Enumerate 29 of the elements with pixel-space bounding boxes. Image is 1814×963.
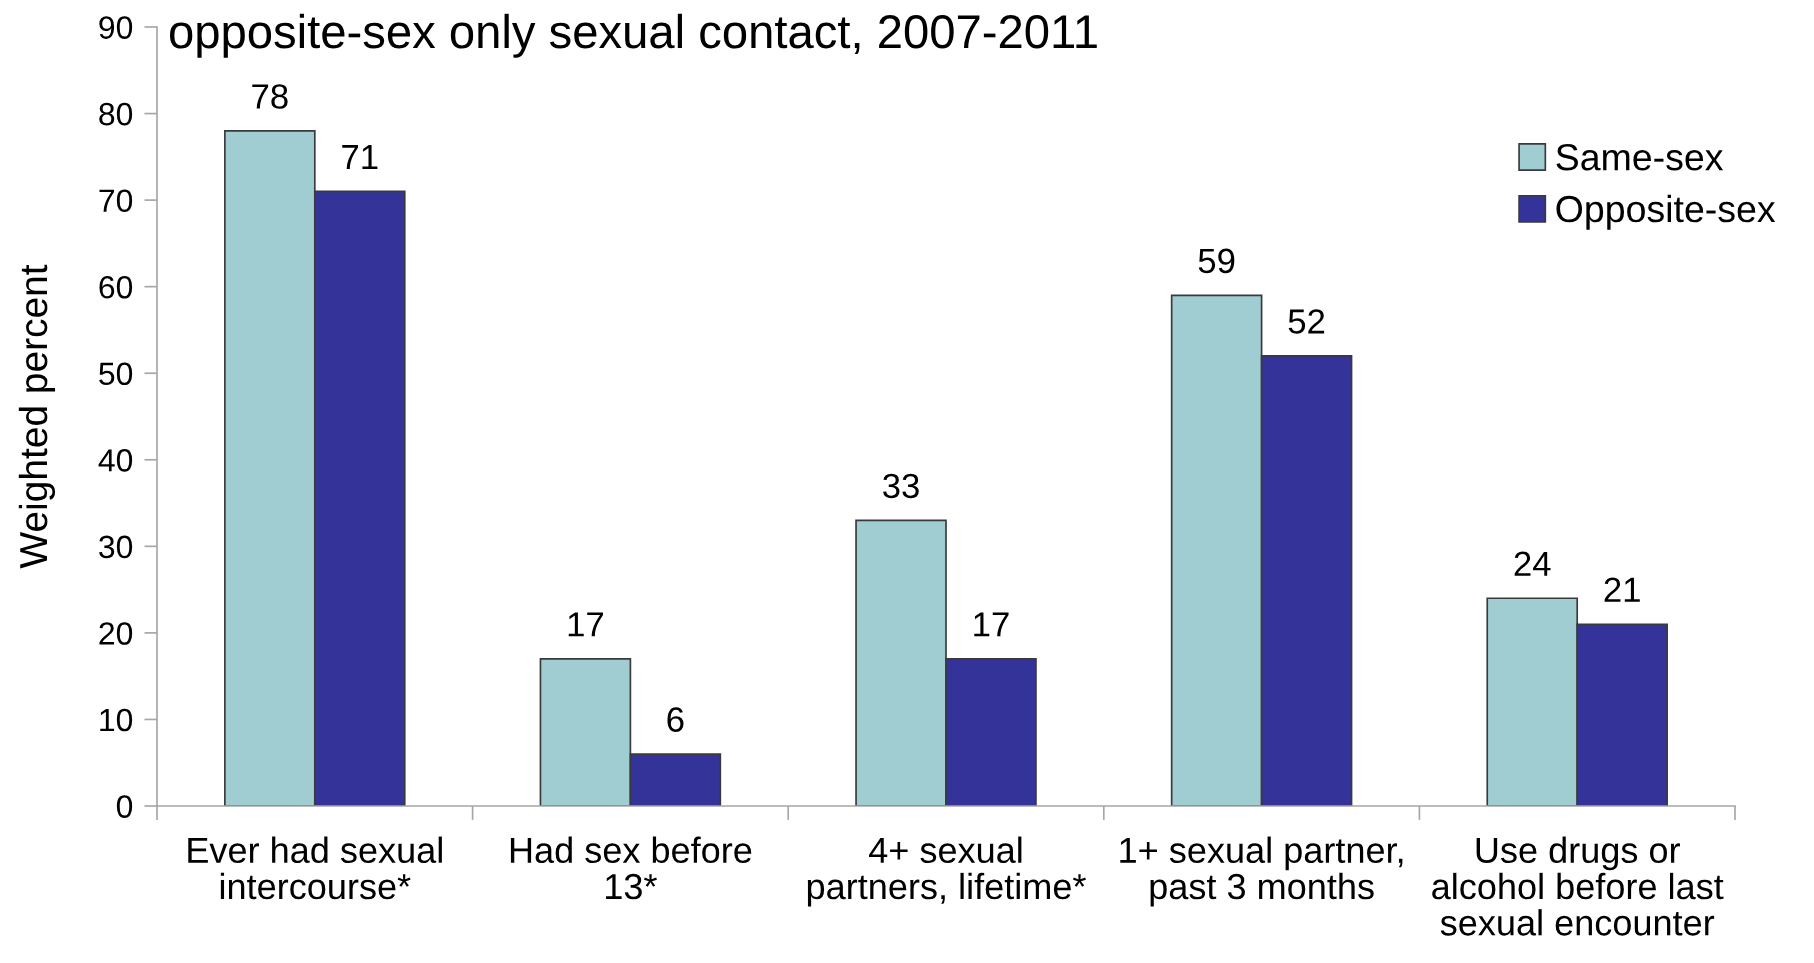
y-tick-label: 70 (99, 189, 133, 212)
y-tick-label: 90 (99, 16, 133, 39)
x-tick-label: 4+ sexual partners, lifetime* (807, 836, 1086, 907)
y-axis-title: Weighted percent (18, 264, 56, 569)
x-tick-label: 1+ sexual partner, past 3 months (1120, 836, 1403, 907)
y-tick-label: 40 (98, 449, 133, 472)
data-label: 24 (1514, 551, 1551, 576)
data-label: 59 (1198, 248, 1235, 274)
y-tick-label: 10 (100, 708, 133, 732)
x-tick-label: Ever had sexual intercourse* (188, 836, 442, 900)
data-label: 6 (667, 707, 684, 732)
data-label: 17 (974, 612, 1009, 637)
y-tick-label: 60 (99, 275, 133, 299)
x-tick-label: Had sex before 13* (510, 836, 752, 900)
data-label: 21 (1604, 577, 1640, 602)
data-label: 17 (568, 612, 603, 637)
data-label: 52 (1288, 309, 1325, 334)
data-label: 71 (342, 145, 378, 169)
legend-label: Opposite-sex (1556, 194, 1776, 230)
y-tick-label: 30 (99, 535, 133, 559)
data-label: 78 (252, 84, 288, 109)
y-tick-label: 50 (99, 362, 133, 386)
y-tick-label: 80 (99, 102, 133, 126)
data-label: 33 (883, 473, 919, 499)
y-tick-label: 20 (99, 622, 133, 645)
y-tick-label: 0 (116, 795, 133, 818)
chart-title: opposite-sex only sexual contact, 2007-2011 (169, 13, 1097, 58)
x-tick-label: Use drugs or alcohol before last sexual encounter (1432, 836, 1724, 936)
legend-label: Same-sex (1556, 143, 1724, 171)
